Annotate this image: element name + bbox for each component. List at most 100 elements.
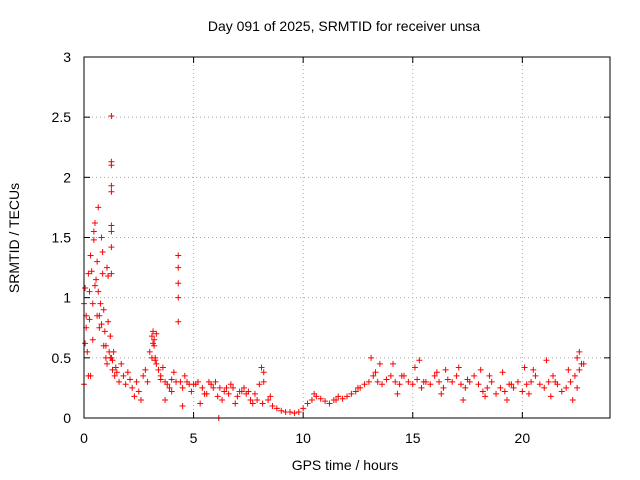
data-point bbox=[91, 220, 98, 227]
data-point bbox=[541, 384, 548, 391]
data-point bbox=[108, 162, 115, 169]
data-point bbox=[131, 393, 138, 400]
data-point bbox=[108, 270, 115, 277]
data-point bbox=[137, 396, 144, 403]
y-tick-label: 0.5 bbox=[52, 350, 72, 366]
data-point bbox=[528, 378, 535, 385]
data-point bbox=[91, 282, 98, 289]
data-point bbox=[503, 396, 510, 403]
data-point bbox=[116, 378, 123, 385]
data-point bbox=[405, 378, 412, 385]
data-points bbox=[81, 112, 587, 421]
data-point bbox=[152, 357, 159, 364]
data-point bbox=[433, 369, 440, 376]
data-point bbox=[411, 364, 418, 371]
data-point bbox=[475, 381, 482, 388]
data-point bbox=[519, 388, 526, 395]
x-tick-label: 20 bbox=[515, 430, 531, 446]
data-point bbox=[240, 384, 247, 391]
data-point bbox=[175, 280, 182, 287]
x-axis-label: GPS time / hours bbox=[292, 457, 399, 473]
data-point bbox=[162, 396, 169, 403]
data-point bbox=[236, 388, 243, 395]
data-point bbox=[170, 369, 177, 376]
data-point bbox=[122, 381, 129, 388]
data-point bbox=[409, 381, 416, 388]
data-point bbox=[322, 398, 329, 405]
data-point bbox=[256, 381, 263, 388]
data-point bbox=[181, 372, 188, 379]
data-point bbox=[108, 222, 115, 229]
data-point bbox=[108, 244, 115, 251]
data-point bbox=[188, 388, 195, 395]
data-point bbox=[479, 388, 486, 395]
data-point bbox=[168, 388, 175, 395]
data-point bbox=[260, 369, 267, 376]
data-point bbox=[100, 306, 107, 313]
data-point bbox=[295, 408, 302, 415]
data-point bbox=[392, 378, 399, 385]
data-point bbox=[179, 402, 186, 409]
data-point bbox=[387, 372, 394, 379]
data-point bbox=[348, 390, 355, 397]
data-point bbox=[278, 407, 285, 414]
data-point bbox=[98, 321, 105, 328]
data-point bbox=[442, 366, 449, 373]
data-point bbox=[153, 360, 160, 367]
data-point bbox=[273, 405, 280, 412]
data-point bbox=[108, 228, 115, 235]
data-point bbox=[471, 372, 478, 379]
data-point bbox=[532, 372, 539, 379]
data-point bbox=[212, 378, 219, 385]
data-point bbox=[254, 396, 261, 403]
data-point bbox=[552, 378, 559, 385]
y-tick-label: 0 bbox=[63, 410, 71, 426]
data-point bbox=[488, 378, 495, 385]
x-tick-label: 0 bbox=[80, 430, 88, 446]
data-point bbox=[267, 393, 274, 400]
data-point bbox=[159, 364, 166, 371]
data-point bbox=[89, 336, 96, 343]
data-point bbox=[87, 372, 94, 379]
data-point bbox=[95, 288, 102, 295]
data-point bbox=[197, 400, 204, 407]
data-point bbox=[234, 393, 241, 400]
data-point bbox=[543, 357, 550, 364]
data-point bbox=[398, 372, 405, 379]
data-point bbox=[101, 328, 108, 335]
data-point bbox=[102, 342, 109, 349]
data-point bbox=[96, 324, 103, 331]
data-point bbox=[109, 366, 116, 373]
data-point bbox=[396, 381, 403, 388]
data-point bbox=[390, 360, 397, 367]
data-point bbox=[497, 384, 504, 391]
data-point bbox=[93, 276, 100, 283]
data-point bbox=[175, 264, 182, 271]
data-point bbox=[155, 366, 162, 373]
data-point bbox=[82, 285, 89, 292]
data-point bbox=[545, 378, 552, 385]
y-tick-label: 2 bbox=[63, 169, 71, 185]
data-point bbox=[113, 369, 120, 376]
data-point bbox=[333, 396, 340, 403]
axis-ticks: 0 5 10 15 20 0 0.5 1 1.5 2 2.5 3 bbox=[52, 49, 610, 446]
data-point bbox=[574, 384, 581, 391]
data-point bbox=[146, 348, 153, 355]
data-point bbox=[110, 348, 117, 355]
data-point bbox=[571, 372, 578, 379]
data-point bbox=[462, 384, 469, 391]
data-point bbox=[484, 384, 491, 391]
data-point bbox=[86, 316, 93, 323]
data-point bbox=[372, 369, 379, 376]
data-point bbox=[108, 188, 115, 195]
data-point bbox=[374, 378, 381, 385]
data-point bbox=[230, 384, 237, 391]
data-point bbox=[457, 381, 464, 388]
y-axis-label: SRMTID / TECUs bbox=[6, 183, 22, 293]
data-point bbox=[317, 395, 324, 402]
data-point bbox=[84, 348, 91, 355]
data-point bbox=[85, 270, 92, 277]
data-point bbox=[383, 376, 390, 383]
data-point bbox=[569, 396, 576, 403]
data-point bbox=[311, 390, 318, 397]
